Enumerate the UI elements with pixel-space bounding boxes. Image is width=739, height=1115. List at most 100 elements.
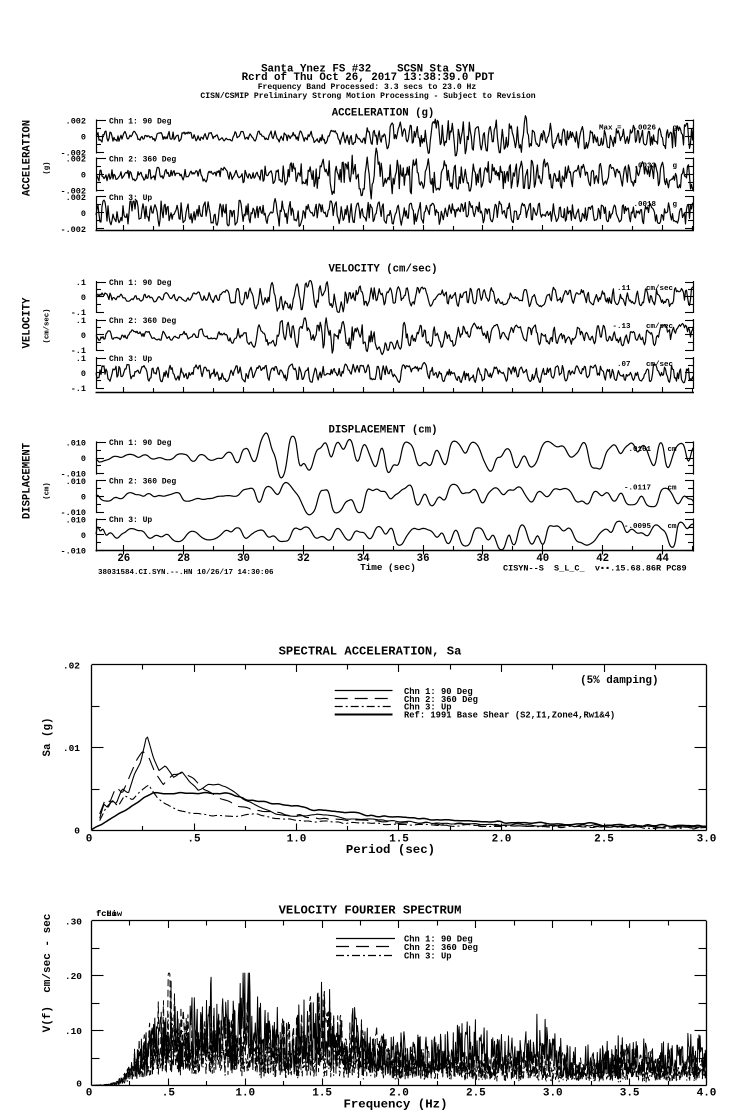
svg-text:26: 26 bbox=[117, 553, 130, 565]
svg-text:Rcrd of Thu Oct 26, 2017 13:38: Rcrd of Thu Oct 26, 2017 13:38:39.0 PDT bbox=[242, 72, 495, 84]
svg-text:2.5: 2.5 bbox=[466, 1087, 486, 1099]
svg-text:1.5: 1.5 bbox=[312, 1087, 332, 1099]
svg-text:Frequency Band Processed: 3.3: Frequency Band Processed: 3.3 secs to 23… bbox=[258, 83, 477, 92]
svg-text:0: 0 bbox=[81, 369, 86, 379]
svg-text:.0026: .0026 bbox=[633, 125, 656, 133]
svg-text:-.0095: -.0095 bbox=[624, 523, 652, 531]
svg-text:0: 0 bbox=[76, 1078, 82, 1089]
svg-text:Chn 3: Up: Chn 3: Up bbox=[404, 703, 452, 713]
svg-text:.01: .01 bbox=[63, 743, 80, 754]
svg-text:(cm/sec): (cm/sec) bbox=[44, 308, 52, 343]
svg-text:3.5: 3.5 bbox=[620, 1087, 640, 1099]
svg-text:38031584.CI.SYN.--.HN 10/26/17: 38031584.CI.SYN.--.HN 10/26/17 14:30:06 bbox=[98, 569, 274, 577]
svg-text:42: 42 bbox=[596, 553, 609, 565]
svg-text:-.1: -.1 bbox=[71, 308, 86, 318]
svg-text:.1: .1 bbox=[76, 354, 86, 364]
svg-text:28: 28 bbox=[177, 553, 190, 565]
svg-text:g: g bbox=[673, 201, 678, 209]
svg-text:36: 36 bbox=[417, 553, 430, 565]
svg-text:Time (sec): Time (sec) bbox=[360, 562, 416, 573]
svg-text:SPECTRAL ACCELERATION, Sa: SPECTRAL ACCELERATION, Sa bbox=[279, 644, 463, 658]
svg-text:fcLow: fcLow bbox=[96, 909, 123, 919]
svg-text:2.5: 2.5 bbox=[594, 833, 614, 845]
svg-text:Chn 1: 90 Deg: Chn 1: 90 Deg bbox=[109, 279, 172, 288]
svg-text:2.0: 2.0 bbox=[389, 1087, 409, 1099]
svg-text:0: 0 bbox=[81, 531, 86, 541]
svg-text:44: 44 bbox=[656, 553, 669, 565]
svg-text:Santa Ynez FS #32 SCSN Sta: Santa Ynez FS #32 SCSN Sta SYN bbox=[261, 63, 475, 75]
svg-text:Chn 1: 90 Deg: Chn 1: 90 Deg bbox=[109, 439, 172, 448]
svg-text:.10: .10 bbox=[65, 1026, 82, 1037]
svg-text:.1: .1 bbox=[76, 278, 86, 288]
svg-text:Chn 3: Up: Chn 3: Up bbox=[109, 516, 152, 525]
svg-text:-.010: -.010 bbox=[60, 547, 86, 557]
svg-text:-.010: -.010 bbox=[60, 470, 86, 480]
svg-text:Chn 2: 360 Deg: Chn 2: 360 Deg bbox=[404, 943, 478, 953]
svg-text:(5% damping): (5% damping) bbox=[580, 675, 658, 687]
svg-text:Chn 2: 360 Deg: Chn 2: 360 Deg bbox=[404, 695, 478, 705]
svg-text:32: 32 bbox=[297, 553, 310, 565]
svg-text:1.0: 1.0 bbox=[235, 1087, 255, 1099]
svg-text:.30: .30 bbox=[65, 916, 82, 927]
svg-text:.5: .5 bbox=[187, 833, 201, 845]
svg-text:.002: .002 bbox=[66, 116, 86, 126]
svg-text:DISPLACEMENT (cm): DISPLACEMENT (cm) bbox=[328, 425, 437, 437]
svg-text:1.0: 1.0 bbox=[287, 833, 307, 845]
svg-text:VELOCITY (cm/sec): VELOCITY (cm/sec) bbox=[328, 264, 437, 276]
svg-text:cm/sec: cm/sec bbox=[646, 361, 674, 369]
svg-text:VELOCITY: VELOCITY bbox=[22, 297, 34, 349]
svg-text:DISPLACEMENT: DISPLACEMENT bbox=[21, 442, 33, 519]
svg-text:30: 30 bbox=[237, 553, 250, 565]
svg-text:.11: .11 bbox=[617, 285, 631, 293]
svg-text:CISYN--S S_L_C_ v▪▪.15.68.86: CISYN--S S_L_C_ v▪▪.15.68.86R PC89 bbox=[503, 563, 687, 573]
svg-text:0: 0 bbox=[81, 293, 86, 303]
svg-text:Chn 1: 90 Deg: Chn 1: 90 Deg bbox=[404, 935, 473, 945]
svg-text:.010: .010 bbox=[66, 477, 86, 487]
svg-text:.010: .010 bbox=[66, 438, 86, 448]
svg-text:0: 0 bbox=[81, 209, 86, 219]
svg-text:0: 0 bbox=[81, 170, 86, 180]
svg-text:1.5: 1.5 bbox=[389, 833, 409, 845]
svg-text:(g): (g) bbox=[44, 161, 52, 174]
svg-text:-.0117: -.0117 bbox=[624, 485, 651, 493]
svg-text:.002: .002 bbox=[66, 154, 86, 164]
svg-text:VELOCITY FOURIER SPECTRUM: VELOCITY FOURIER SPECTRUM bbox=[279, 903, 462, 917]
svg-text:Chn 3: Up: Chn 3: Up bbox=[109, 355, 152, 364]
svg-text:.07: .07 bbox=[617, 361, 631, 369]
svg-text:Chn 3: Up: Chn 3: Up bbox=[109, 194, 152, 203]
svg-text:-.010: -.010 bbox=[60, 508, 86, 518]
svg-text:40: 40 bbox=[536, 553, 549, 565]
svg-text:.002: .002 bbox=[66, 193, 86, 203]
svg-text:-.002: -.002 bbox=[60, 186, 86, 196]
svg-text:.02: .02 bbox=[63, 660, 80, 671]
svg-text:34: 34 bbox=[357, 553, 370, 565]
svg-text:4.0: 4.0 bbox=[697, 1087, 717, 1099]
svg-text:.0018: .0018 bbox=[633, 201, 656, 209]
svg-text:0: 0 bbox=[74, 825, 80, 836]
svg-text:.5: .5 bbox=[162, 1087, 176, 1099]
svg-text:Chn 1: 90 Deg: Chn 1: 90 Deg bbox=[404, 687, 473, 697]
svg-text:cm: cm bbox=[668, 523, 678, 531]
svg-text:cm/sec: cm/sec bbox=[646, 285, 674, 293]
svg-text:-.002: -.002 bbox=[60, 225, 86, 235]
svg-text:Period (sec): Period (sec) bbox=[346, 843, 435, 857]
svg-text:fcHi: fcHi bbox=[96, 909, 117, 919]
svg-text:ACCELERATION (g): ACCELERATION (g) bbox=[332, 108, 435, 120]
svg-text:V(f) cm/sec - sec: V(f) cm/sec - sec bbox=[42, 914, 54, 1033]
svg-text:CISN/CSMIP Preliminary Strong: CISN/CSMIP Preliminary Strong Motion Pro… bbox=[200, 92, 535, 101]
svg-text:ACCELERATION: ACCELERATION bbox=[22, 120, 34, 196]
svg-text:-.002: -.002 bbox=[60, 148, 86, 158]
svg-text:Chn 2: 360 Deg: Chn 2: 360 Deg bbox=[109, 155, 176, 164]
svg-text:g: g bbox=[673, 163, 678, 171]
svg-text:0: 0 bbox=[81, 331, 86, 341]
svg-text:-.1: -.1 bbox=[71, 346, 86, 356]
svg-text:2.0: 2.0 bbox=[492, 833, 512, 845]
svg-text:.1: .1 bbox=[76, 316, 86, 326]
svg-text:(cm): (cm) bbox=[44, 482, 52, 500]
svg-text:.010: .010 bbox=[66, 515, 86, 525]
svg-text:Chn 2: 360 Deg: Chn 2: 360 Deg bbox=[109, 478, 176, 487]
svg-text:Chn 2: 360 Deg: Chn 2: 360 Deg bbox=[109, 317, 176, 326]
svg-text:Chn 1: 90 Deg: Chn 1: 90 Deg bbox=[109, 117, 172, 126]
svg-text:cm/sec: cm/sec bbox=[646, 323, 674, 331]
svg-text:Chn 3: Up: Chn 3: Up bbox=[404, 952, 452, 962]
